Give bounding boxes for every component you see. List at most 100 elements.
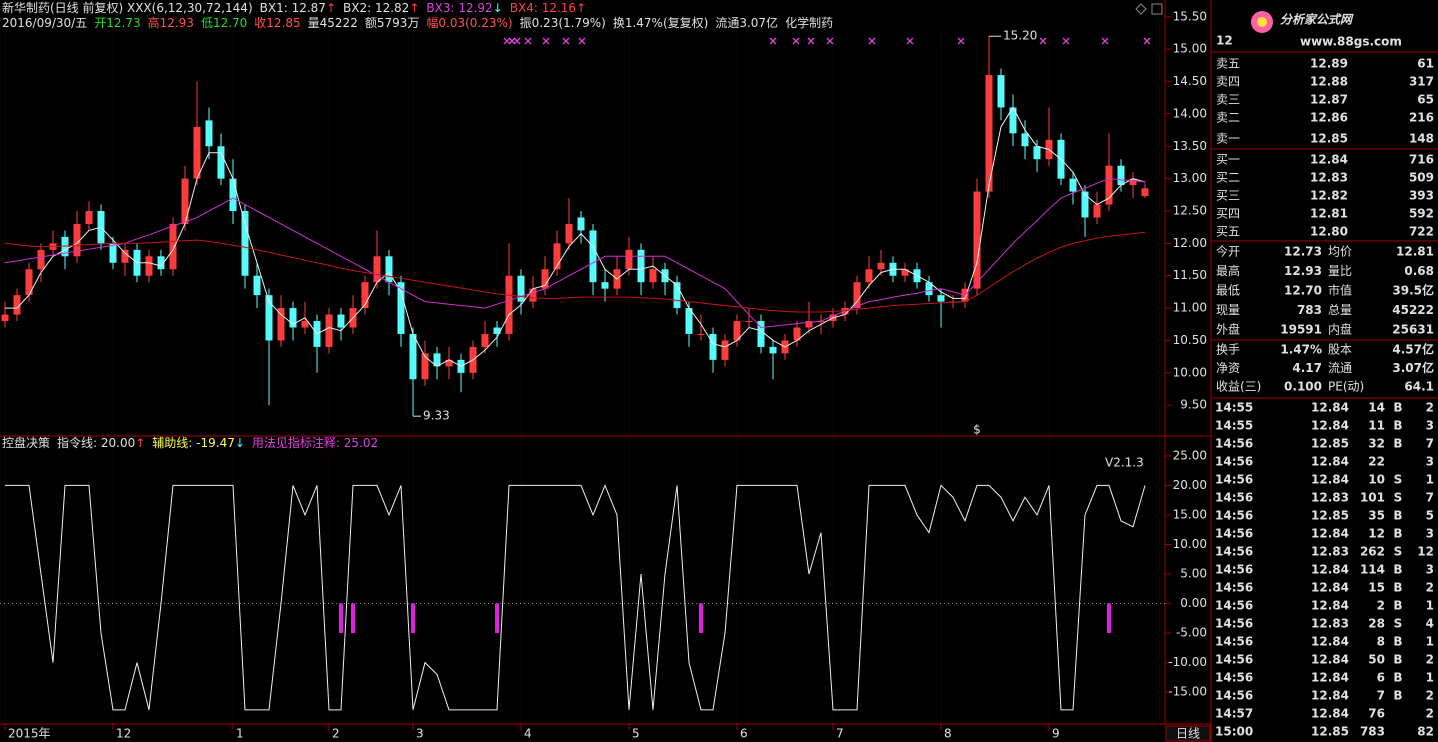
candle-body [253,275,261,296]
tick-price: 12.84 [1311,635,1349,649]
signal-cross [826,37,834,45]
tick-time: 14:55 [1215,419,1253,433]
tick-volume: 14 [1368,401,1385,415]
candle-body [1021,133,1029,147]
tick-time: 14:57 [1215,707,1253,721]
header-line-segment: 新华制药(日线 前复权) XXX(6,12,30,72,144) [2,0,253,15]
candle-body [1141,188,1149,197]
signal-cross [578,37,586,45]
tick-side: B [1393,401,1402,415]
header-line-segment: ↑ [576,1,586,15]
candle-body [565,223,573,244]
y-tick-label: -5.00 [1176,626,1207,640]
tick-price: 12.84 [1311,707,1349,721]
book-price: 12.82 [1310,189,1348,203]
book-price: 12.80 [1310,225,1348,239]
tick-time: 14:56 [1215,599,1253,613]
y-tick-label: 10.00 [1173,537,1207,551]
signal-cross [807,37,815,45]
x-tick-label: 3 [416,727,424,741]
candle-body [769,346,777,354]
book-label: 买五 [1216,225,1240,239]
candle-body [121,249,129,263]
tick-side: B [1393,563,1402,577]
tick-side: B [1393,635,1402,649]
candle-body [721,340,729,360]
stat-label: 量比 [1328,264,1352,278]
logo: 分析家公式网 [1280,13,1354,27]
stat-value: 12.70 [1284,284,1322,298]
x-tick-label: 5 [632,727,640,741]
candle-body [397,282,405,334]
book-volume: 509 [1409,171,1434,185]
tick-volume: 8 [1377,635,1385,649]
tick-price: 12.84 [1311,581,1349,595]
tick-volume: 114 [1360,563,1385,577]
header-line-segment: 幅0.03(0.23%) [426,15,512,30]
signal-bar [411,603,415,634]
header-line-segment: 2016/09/30/五 [2,16,87,30]
tick-time: 14:56 [1215,437,1253,451]
stat-label: 现量 [1216,303,1240,317]
indicator-version: V2.1.3 [1105,456,1144,470]
tick-count: 2 [1426,581,1434,595]
tick-volume: 11 [1368,419,1385,433]
book-price: 12.88 [1310,75,1348,89]
stat-label: 均价 [1328,245,1352,259]
signal-bar [1107,603,1111,634]
stat-value: 0.100 [1284,380,1322,394]
candle-body [181,178,189,224]
tick-volume: 101 [1360,491,1385,505]
window-button[interactable] [1151,3,1163,15]
signal-cross [524,37,532,45]
tick-volume: 22 [1368,455,1385,469]
y-tick-label: 11.00 [1173,301,1207,315]
tick-price: 12.84 [1311,671,1349,685]
candle-body [445,359,453,367]
tick-volume: 10 [1368,473,1385,487]
tick-volume: 76 [1368,707,1385,721]
tick-count: 2 [1426,689,1434,703]
tick-count: 1 [1426,599,1434,613]
candle-body [865,269,873,283]
x-tick-label: 2 [332,727,340,741]
tick-count: 12 [1417,545,1434,559]
stat-value: 4.57亿 [1392,342,1434,357]
tick-side: B [1393,509,1402,523]
stat-value: 783 [1297,303,1322,317]
tick-volume: 6 [1377,671,1385,685]
stat-value: 12.93 [1284,264,1322,278]
book-volume: 61 [1417,57,1434,71]
window-button[interactable] [1135,3,1147,15]
signal-bar [339,603,343,634]
candle-body [925,282,933,296]
candle-body [733,321,741,341]
header-line-segment: 收12.85 [254,16,300,30]
tick-price: 12.84 [1311,527,1349,541]
tick-count: 1 [1426,473,1434,487]
header-line-segment: 低12.70 [201,16,247,30]
candle-body [25,269,33,296]
indicator-title-segment: 指令线: 20.00 [57,435,135,450]
candle-body [421,353,429,380]
x-tick-label: 4 [524,727,532,741]
header-line-segment: ↑ [326,1,336,15]
stat-label: 最低 [1216,284,1240,298]
book-label: 卖三 [1216,93,1240,107]
tick-count: 3 [1426,563,1434,577]
y-tick-label: 12.50 [1173,203,1207,217]
logo-icon [1257,17,1267,27]
signal-cross [508,37,516,45]
stat-label: 外盘 [1216,322,1240,337]
stat-label: 股本 [1328,343,1352,357]
tick-side: S [1394,473,1403,487]
tick-count: 3 [1426,455,1434,469]
y-tick-label: 9.50 [1180,398,1207,412]
candle-body [673,282,681,309]
y-tick-label: 15.00 [1173,42,1207,56]
period-tab[interactable] [1165,725,1211,742]
header-line-segment: 化学制药 [785,15,833,30]
tick-count: 3 [1426,419,1434,433]
tick-volume: 7 [1377,689,1385,703]
